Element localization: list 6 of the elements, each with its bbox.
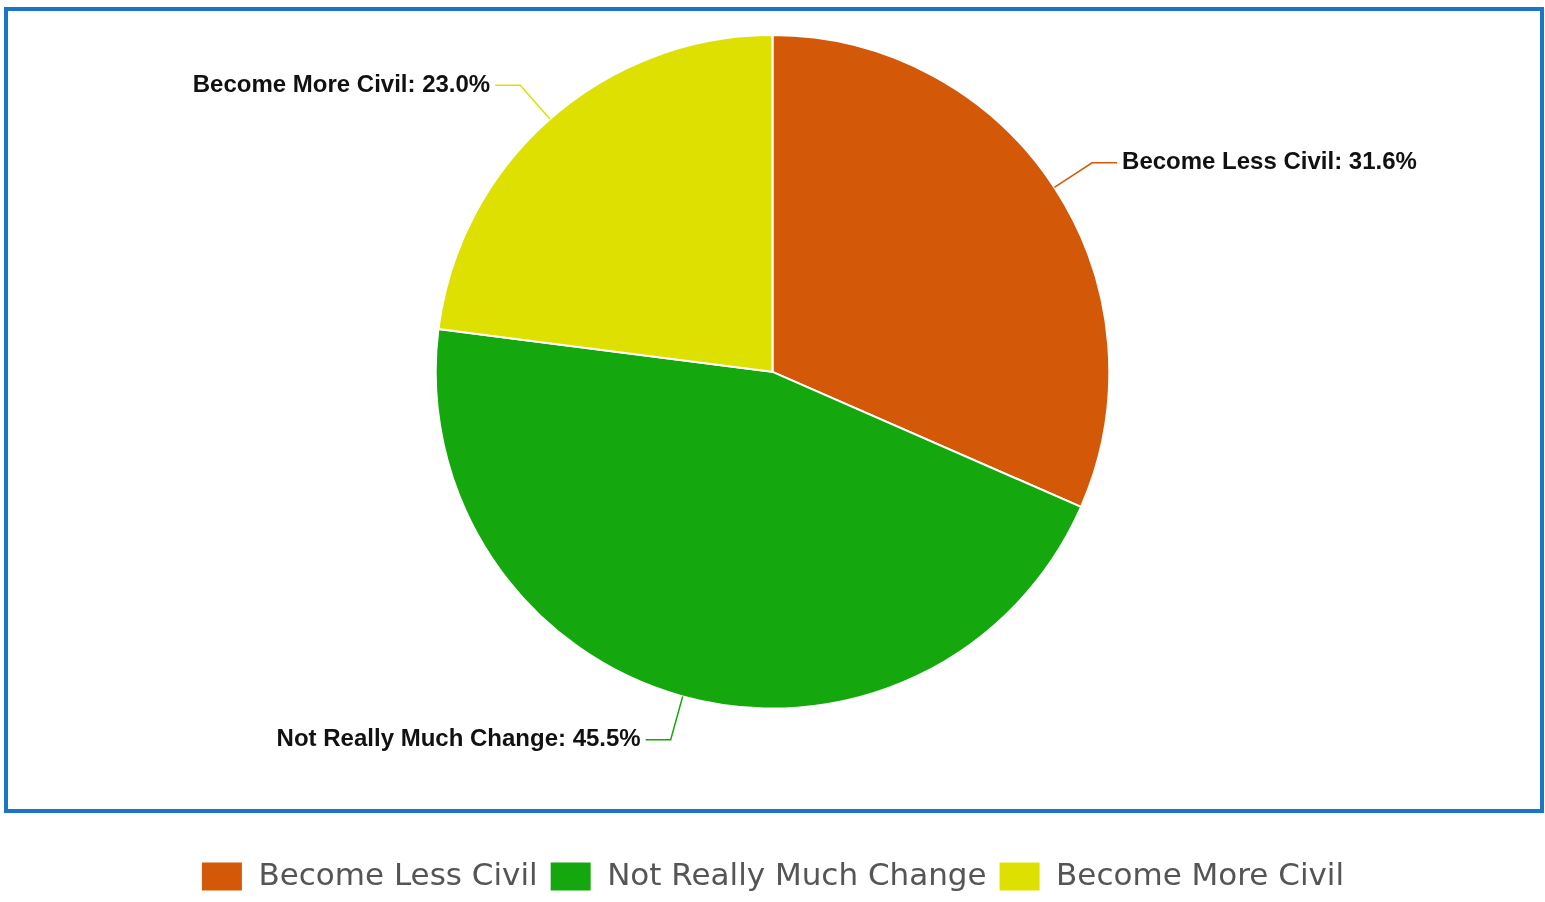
data-label: Become Less Civil: 31.6%	[1122, 147, 1417, 175]
data-label: Not Really Much Change: 45.5%	[276, 724, 641, 752]
legend-label: Become Less Civil	[258, 855, 538, 892]
legend-label: Not Really Much Change	[607, 855, 987, 892]
data-label: Become More Civil: 23.0%	[192, 69, 491, 97]
legend-label: Become More Civil	[1056, 855, 1345, 892]
